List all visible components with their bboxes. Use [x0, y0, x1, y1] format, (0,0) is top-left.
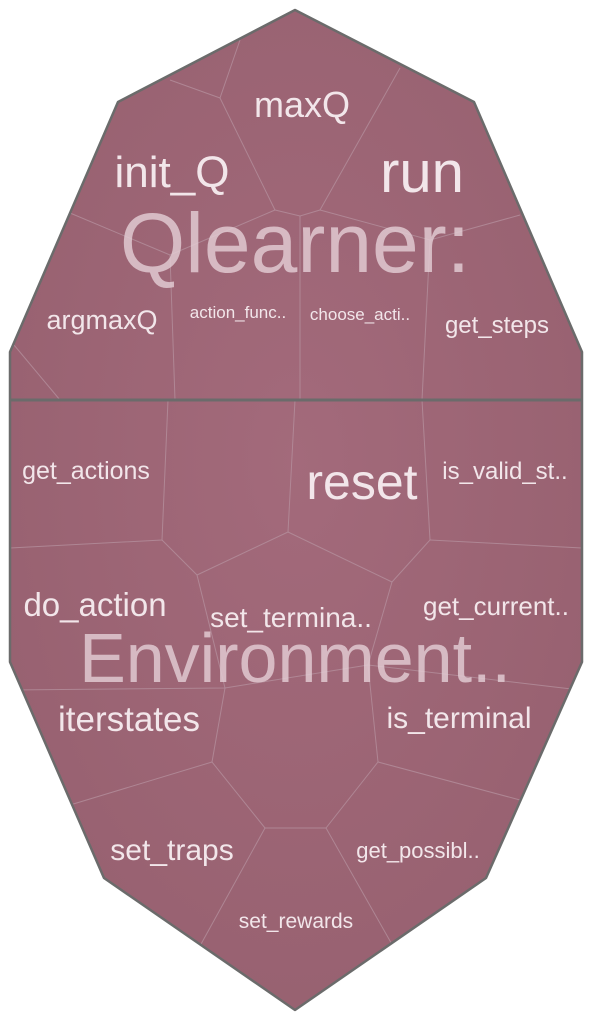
qlearner-cell-boundaries — [13, 39, 521, 401]
cell-label-set-traps: set_traps — [110, 834, 233, 867]
cell-label-get-actions: get_actions — [22, 457, 150, 485]
treemap-background — [10, 10, 582, 1010]
cell-label-action-func: action_func.. — [190, 303, 286, 322]
cell-label-argmaxq: argmaxQ — [46, 305, 157, 335]
environment-cell-boundaries — [10, 399, 582, 956]
cell-label-iterstates: iterstates — [58, 700, 200, 739]
cell-label-set-rewards: set_rewards — [239, 910, 353, 933]
cell-label-set-terminal: set_termina.. — [210, 602, 372, 633]
cell-label-do-action: do_action — [23, 586, 166, 623]
treemap-outline — [8, 8, 584, 1012]
group-label-environment: Environment.. — [79, 619, 511, 697]
group-label-qlearner: Qlearner: — [120, 196, 470, 290]
cell-label-reset: reset — [306, 454, 417, 510]
cell-label-get-current: get_current.. — [423, 591, 569, 621]
cell-label-get-possible: get_possibl.. — [356, 838, 480, 863]
cell-label-is-valid-state: is_valid_st.. — [442, 458, 567, 485]
cell-label-run: run — [380, 140, 464, 205]
cell-label-get-steps: get_steps — [445, 312, 549, 339]
cell-label-is-terminal: is_terminal — [386, 702, 531, 735]
cell-label-maxq: maxQ — [254, 84, 350, 125]
cell-label-choose-action: choose_acti.. — [310, 305, 410, 324]
cell-label-init-q: init_Q — [115, 148, 230, 197]
